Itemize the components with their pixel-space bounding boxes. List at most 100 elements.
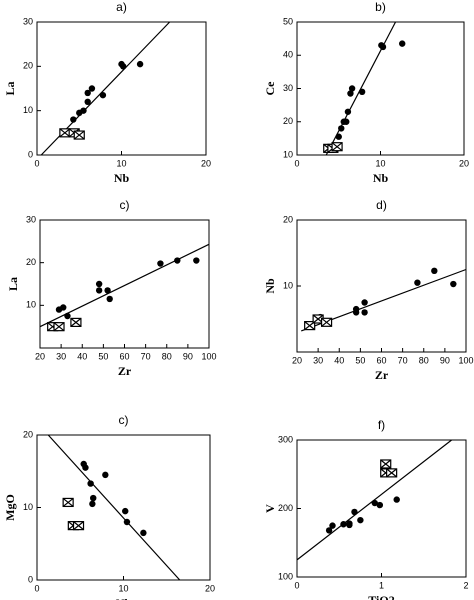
data-point (379, 43, 387, 51)
data-point (82, 464, 89, 471)
data-point (343, 118, 350, 125)
x-tick-label: 70 (141, 351, 151, 361)
data-point (70, 317, 82, 327)
x-tick-label: 80 (162, 351, 172, 361)
data-point (361, 299, 368, 306)
data-point (62, 497, 74, 508)
panel-title: b) (375, 0, 386, 14)
y-tick-label: 20 (283, 214, 293, 224)
marker-cross (331, 142, 343, 152)
data-point (361, 309, 368, 316)
data-point (88, 85, 96, 92)
panel: a) Nb La 0 10 20 0 10 20 30 (3, 0, 211, 185)
x-tick-label: 50 (355, 355, 365, 365)
x-tick-label: 0 (34, 583, 39, 593)
x-tick-label: 2 (463, 580, 468, 590)
x-tick-label: 90 (183, 351, 193, 361)
y-axis-label: Ce (263, 81, 277, 96)
panel: c) Nb MgO 0 10 20 0 10 20 (3, 413, 215, 600)
x-tick-label: 0 (34, 158, 39, 168)
x-tick-label: 60 (376, 355, 386, 365)
data-point (325, 527, 333, 534)
data-point (344, 108, 352, 115)
x-tick-label: 1 (379, 580, 384, 590)
x-axis-label: Zr (375, 368, 389, 382)
x-tick-label: 10 (116, 158, 126, 168)
x-tick-label: 0 (294, 580, 299, 590)
x-tick-label: 40 (77, 351, 87, 361)
panel-title: a) (116, 0, 127, 14)
data-point (414, 279, 421, 286)
data-point (386, 468, 398, 478)
x-tick-label: 10 (118, 583, 128, 593)
data-point (347, 90, 354, 97)
data-point (84, 89, 91, 97)
y-tick-label: 20 (23, 429, 33, 439)
plot-frame (36, 434, 211, 581)
data-point (338, 125, 345, 132)
data-point (106, 295, 113, 303)
data-point (431, 267, 438, 275)
data-point (53, 322, 65, 332)
x-tick-label: 20 (35, 351, 45, 361)
x-tick-label: 0 (294, 158, 299, 168)
data-point (95, 280, 103, 288)
y-tick-label: 30 (26, 214, 36, 224)
x-axis-label: Nb (373, 171, 389, 185)
x-tick-label: 70 (398, 355, 408, 365)
data-point (84, 98, 91, 106)
y-tick-label: 20 (26, 257, 36, 267)
x-tick-label: 30 (56, 351, 66, 361)
trend-line (47, 434, 181, 581)
x-tick-label: 90 (440, 355, 450, 365)
y-tick-label: 30 (23, 16, 33, 26)
x-tick-label: 100 (201, 351, 216, 361)
x-tick-label: 30 (313, 355, 323, 365)
y-axis-label: La (6, 277, 20, 291)
data-point (123, 518, 131, 526)
plot-frame (296, 21, 465, 156)
y-tick-label: 10 (283, 149, 293, 159)
x-tick-label: 20 (201, 158, 211, 168)
data-point (157, 260, 164, 267)
y-tick-label: 10 (23, 105, 33, 115)
data-point (136, 60, 144, 68)
data-point (393, 496, 400, 503)
x-tick-label: 40 (334, 355, 344, 365)
y-axis-label: La (3, 81, 17, 95)
data-point (60, 304, 67, 311)
data-point (376, 501, 384, 509)
x-tick-label: 20 (292, 355, 302, 365)
data-point (59, 128, 71, 138)
data-point (450, 280, 457, 288)
panel: c) Zr La 20 30 40 50 60 70 80 90 100 10 20 30 (6, 198, 217, 378)
y-tick-label: 0 (28, 574, 33, 584)
data-point (70, 116, 77, 123)
marker-cross (62, 497, 74, 507)
plot-frame (39, 219, 210, 349)
panel-title: f) (378, 418, 385, 432)
marker-cross (53, 322, 65, 332)
data-point (357, 516, 364, 524)
y-tick-label: 200 (278, 503, 293, 513)
data-point (99, 91, 107, 99)
y-axis-label: MgO (3, 494, 17, 521)
x-tick-label: 20 (205, 583, 215, 593)
data-point (122, 507, 129, 515)
marker-cross (386, 468, 398, 478)
panel: d) Zr Nb 20 30 40 50 60 70 80 90 100 10 20 (263, 198, 474, 382)
data-point (348, 85, 356, 92)
panel-title: d) (376, 198, 387, 212)
data-point (331, 142, 343, 152)
plot-frame (296, 219, 467, 353)
data-point (351, 508, 358, 516)
data-point (193, 257, 200, 264)
marker-cross (380, 459, 392, 469)
x-tick-label: 100 (458, 355, 473, 365)
data-point (174, 257, 181, 264)
y-tick-label: 0 (28, 149, 33, 159)
y-axis-label: Nb (263, 278, 277, 294)
data-point (340, 521, 347, 528)
